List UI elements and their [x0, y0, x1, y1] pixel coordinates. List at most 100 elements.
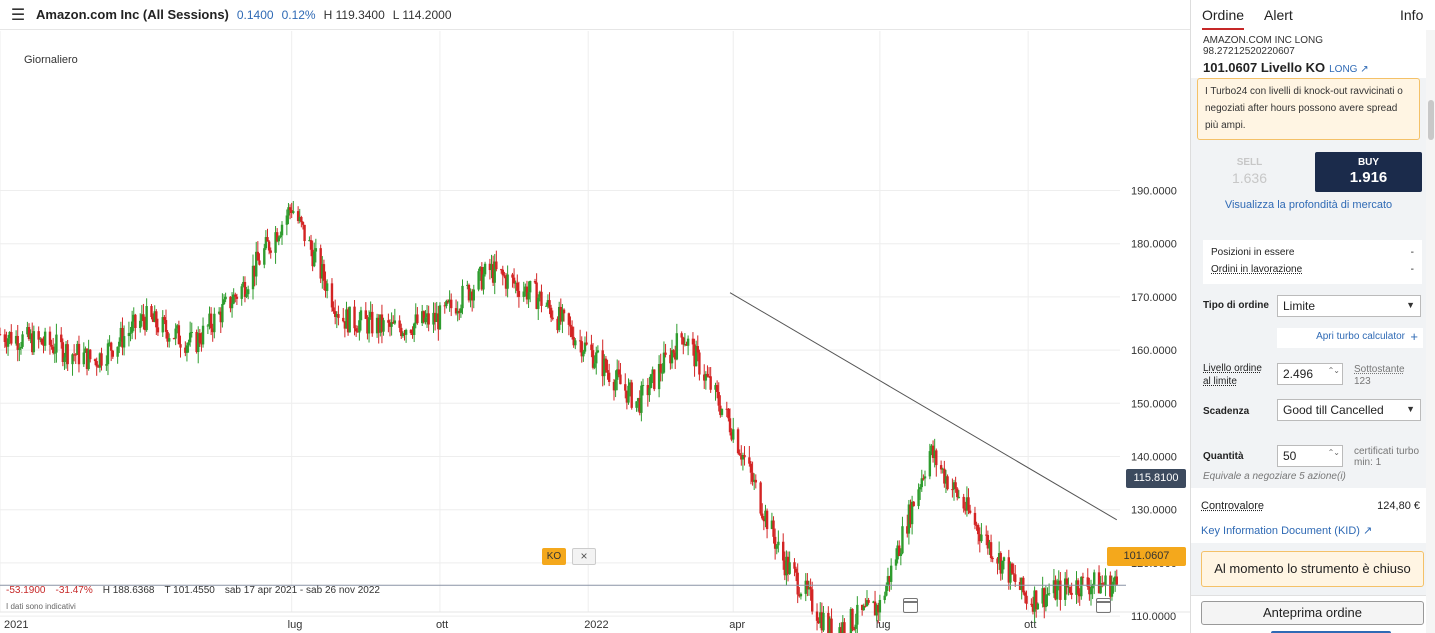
ko-close-button[interactable]: ×	[572, 548, 596, 565]
candle-body	[514, 282, 517, 284]
quantity-stepper[interactable]: 50	[1277, 445, 1343, 467]
candle-body	[910, 501, 914, 525]
candle-body	[76, 343, 79, 355]
candle-body	[132, 314, 135, 322]
scrollbar[interactable]	[1426, 30, 1435, 633]
candle-body	[1076, 580, 1080, 594]
hamburger-menu-icon[interactable]: ☰	[10, 6, 26, 24]
turbo-calculator-link[interactable]: Apri turbo calculator +	[1277, 328, 1423, 348]
candle-body	[1088, 586, 1091, 595]
candle-body	[703, 374, 706, 381]
candle-body	[142, 314, 145, 322]
submit-button-edge[interactable]	[1271, 631, 1391, 633]
candle-body	[345, 309, 348, 329]
range-low: T 101.4550	[164, 585, 215, 596]
orders-label[interactable]: Ordini in lavorazione	[1211, 264, 1303, 275]
candle-body	[409, 329, 413, 334]
candle-body	[606, 370, 609, 373]
candle-body	[290, 210, 293, 213]
sell-button[interactable]: SELL 1.636	[1203, 152, 1296, 192]
ko-level-line: 101.0607 Livello KO LONG ↗	[1203, 60, 1414, 75]
candle-body	[762, 518, 766, 522]
candle-body	[1001, 560, 1004, 574]
candle-body	[377, 317, 380, 333]
candle-body	[0, 334, 2, 336]
order-type-select[interactable]: Limite	[1277, 295, 1421, 317]
candle-body	[8, 332, 11, 339]
candle-body	[55, 334, 58, 353]
candle-body	[698, 352, 701, 375]
candle-body	[342, 317, 345, 322]
y-tick-label: 110.0000	[1131, 611, 1176, 623]
long-link[interactable]: LONG ↗	[1329, 64, 1369, 75]
candle-body	[39, 338, 42, 340]
y-tick-label: 170.0000	[1131, 292, 1177, 304]
candle-body	[939, 465, 943, 470]
candle-body	[659, 364, 662, 373]
candle-body	[616, 369, 619, 380]
candle-body	[232, 294, 235, 304]
candle-body	[1112, 581, 1115, 585]
period-label[interactable]: Giornaliero	[24, 54, 78, 66]
candle-body	[127, 333, 131, 337]
candle-body	[572, 336, 575, 346]
scrollbar-thumb[interactable]	[1428, 100, 1434, 140]
calendar-icon[interactable]	[903, 598, 918, 613]
range-dates: sab 17 apr 2021 - sab 26 nov 2022	[224, 585, 380, 596]
candle-body	[467, 284, 471, 301]
candle-body	[559, 306, 563, 322]
candle-body	[1035, 590, 1038, 610]
preview-order-button[interactable]: Anteprima ordine	[1201, 601, 1424, 625]
positions-row: Posizioni in essere -	[1211, 244, 1414, 261]
candle-body	[211, 328, 214, 333]
candle-body	[799, 593, 803, 597]
range-high: H 188.6368	[102, 585, 155, 596]
candle-body	[865, 600, 869, 607]
candle-body	[493, 261, 496, 283]
market-depth-link[interactable]: Visualizza la profondità di mercato	[1224, 199, 1393, 211]
candle-body	[427, 313, 430, 325]
candle-body	[625, 390, 629, 403]
tab-info[interactable]: Info	[1400, 7, 1424, 23]
candle-body	[333, 311, 337, 317]
candle-body	[843, 622, 846, 633]
candle-body	[309, 240, 313, 250]
tab-alert[interactable]: Alert	[1264, 7, 1293, 23]
candle-body	[1002, 557, 1006, 561]
candle-body	[421, 311, 424, 324]
candle-body	[817, 620, 820, 624]
candle-body	[775, 545, 778, 549]
price-chart[interactable]: 190.0000 180.0000 170.0000 160.0000 150.0000…	[0, 0, 1190, 633]
candle-body	[1010, 563, 1014, 574]
candle-body	[393, 320, 397, 324]
calendar-icon[interactable]	[1096, 598, 1111, 613]
candle-body	[783, 560, 787, 576]
candle-body	[164, 320, 168, 332]
kid-document-link[interactable]: Key Information Document (KID) ↗	[1201, 525, 1373, 537]
candle-body	[691, 338, 695, 345]
expiry-select[interactable]: Good till Cancelled	[1277, 399, 1421, 421]
buy-button[interactable]: BUY 1.916	[1315, 152, 1422, 192]
candle-body	[670, 350, 674, 364]
candle-body	[263, 248, 266, 265]
candle-body	[922, 478, 925, 480]
candle-body	[556, 318, 559, 331]
candle-body	[258, 260, 261, 265]
turbo-calculator-label: Apri turbo calculator	[1316, 331, 1405, 342]
candle-body	[50, 344, 53, 347]
product-header: AMAZON.COM INC LONG 98.27212520220607 10…	[1191, 30, 1426, 78]
candle-body	[988, 542, 991, 549]
candle-body	[32, 331, 36, 353]
candle-body	[989, 542, 993, 559]
candle-body	[84, 348, 87, 353]
candle-body	[433, 312, 437, 322]
limit-level-input[interactable]: 2.496	[1277, 363, 1343, 385]
candle-body	[719, 405, 722, 415]
candle-body	[26, 327, 29, 335]
candle-body	[1101, 583, 1104, 585]
candle-body	[1110, 584, 1114, 597]
positions-label: Posizioni in essere	[1211, 247, 1295, 258]
candle-body	[184, 347, 187, 353]
tab-ordine[interactable]: Ordine	[1202, 7, 1245, 30]
positions-summary: Posizioni in essere - Ordini in lavorazi…	[1203, 240, 1422, 284]
